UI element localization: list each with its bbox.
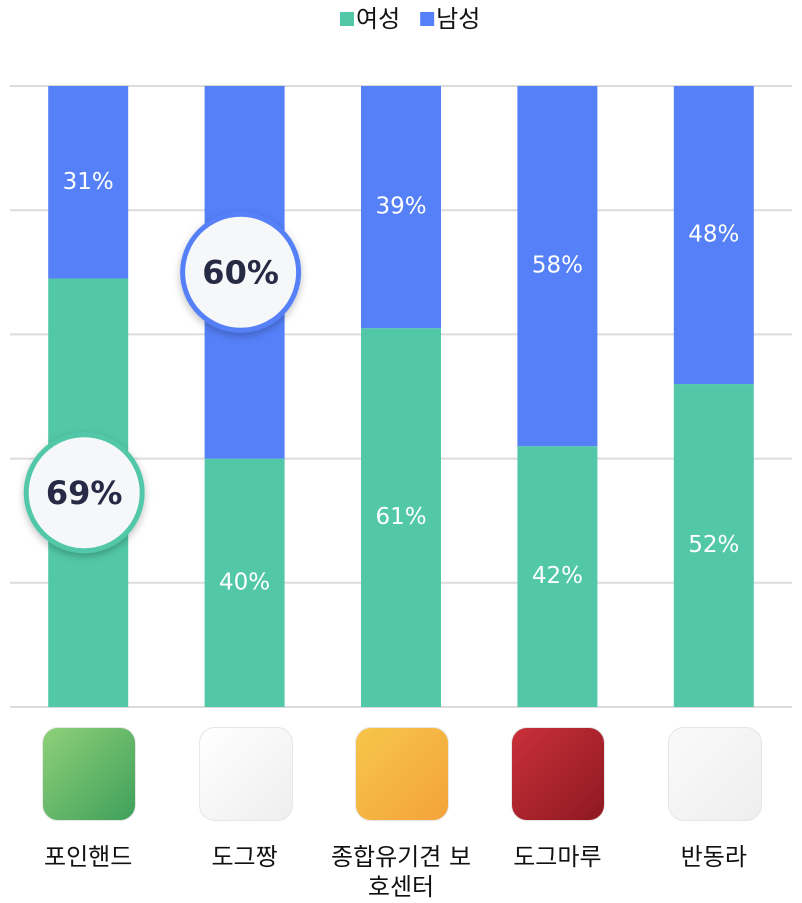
data-label: 52% [688,532,739,558]
legend-label: 여성 [356,5,400,33]
highlight-label: 69% [46,474,123,512]
app-icon [668,727,762,821]
x-tick-label: 종합유기견 보호센터 [326,842,476,902]
data-label: 48% [688,222,739,248]
app-icon [42,727,136,821]
data-label: 58% [532,253,583,279]
app-icon [355,727,449,821]
data-label: 31% [63,169,114,195]
page: {"chart_data": {"type": "stacked_bar", "… [0,0,802,903]
x-tick-label: 반동라 [639,842,789,872]
x-tick-label: 도그마루 [482,842,632,872]
app-icon [199,727,293,821]
data-label: 42% [532,563,583,589]
x-tick-label: 포인핸드 [13,842,163,872]
data-label: 40% [219,569,270,595]
legend-swatch [420,12,434,26]
x-tick-label: 도그짱 [170,842,320,872]
data-label: 39% [375,194,426,220]
legend-swatch [340,12,354,26]
data-label: 61% [375,504,426,530]
legend: 여성 남성 [340,5,480,33]
highlight-label: 60% [202,253,279,291]
legend-label: 남성 [436,5,480,33]
app-icon [511,727,605,821]
